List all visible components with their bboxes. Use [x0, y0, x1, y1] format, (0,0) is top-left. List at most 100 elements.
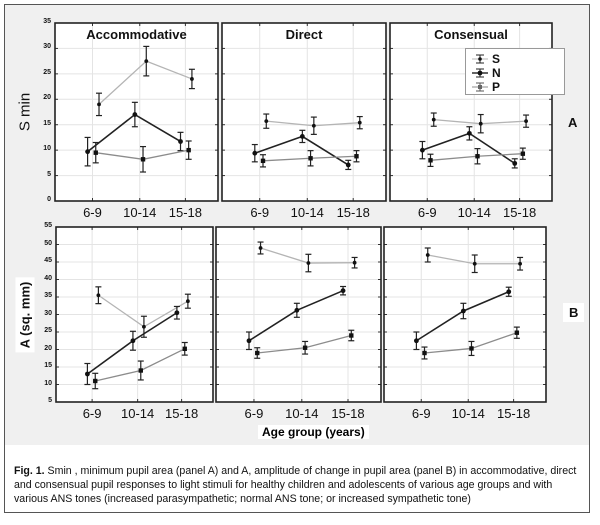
x-tick-label: 6-9 — [82, 406, 102, 421]
plot-border — [383, 226, 547, 403]
caption-label: Fig. 1. — [14, 465, 45, 477]
data-point-n — [414, 338, 419, 344]
x-tick-label: 10-14 — [451, 406, 485, 421]
panel-letter-a: A — [568, 115, 578, 130]
y-tick-label: 50 — [44, 239, 52, 247]
data-point-s — [357, 120, 362, 125]
data-point-n — [174, 310, 180, 316]
y-tick-label: 35 — [44, 292, 52, 299]
data-point-n — [85, 371, 90, 377]
y-tick-label: 15 — [44, 362, 52, 369]
plot-border — [54, 22, 219, 202]
data-point-p — [422, 350, 427, 356]
data-point-s — [190, 77, 194, 81]
data-point-p — [182, 346, 187, 351]
x-axis-title: Age group (years) — [258, 425, 369, 439]
data-point-n — [299, 134, 305, 139]
data-point-n — [178, 139, 183, 144]
y-tick-label: 10 — [43, 145, 51, 153]
y-tick-label: 25 — [43, 68, 51, 76]
data-point-n — [506, 289, 512, 295]
data-point-s — [97, 102, 101, 107]
data-point-p — [186, 147, 191, 153]
data-point-p — [260, 158, 266, 164]
data-point-p — [520, 151, 526, 156]
y-tick-label: 35 — [43, 18, 51, 25]
y-tick-label: 45 — [44, 257, 52, 264]
panel-title-accommodative: Accommodative — [86, 27, 187, 42]
x-tick-label: 15-18 — [331, 406, 365, 421]
data-point-n — [252, 150, 258, 156]
data-point-n — [466, 130, 472, 136]
data-point-s — [264, 119, 269, 124]
data-point-p — [308, 156, 313, 161]
x-tick-label: 15-18 — [502, 205, 537, 220]
data-point-n — [294, 307, 300, 313]
y-tick-label: 40 — [44, 274, 52, 282]
legend-marker-n — [472, 68, 488, 78]
y-tick-label: 20 — [43, 94, 51, 102]
plot-border — [55, 226, 214, 403]
caption-text: Smin , minimum pupil area (panel A) and … — [14, 465, 577, 505]
y-tick-label: 30 — [43, 43, 51, 51]
data-point-p — [475, 154, 480, 159]
data-point-p — [138, 368, 143, 373]
legend-marker-p — [472, 82, 488, 92]
y-tick-label: 5 — [47, 170, 51, 178]
data-point-n — [420, 147, 425, 153]
data-point-p — [93, 378, 98, 384]
data-point-n — [340, 288, 346, 294]
plot-border — [221, 22, 387, 202]
panel-title-consensual: Consensual — [434, 27, 508, 42]
legend-label-s: S — [492, 52, 501, 66]
x-tick-label: 10-14 — [457, 205, 491, 220]
y-tick-label: 20 — [44, 344, 52, 352]
y-tick-label: 15 — [43, 119, 51, 127]
legend-label-p: P — [492, 80, 501, 94]
x-tick-label: 10-14 — [285, 406, 319, 421]
data-point-n — [85, 149, 90, 155]
x-tick-label: 15-18 — [164, 406, 199, 421]
x-tick-label: 10-14 — [123, 205, 157, 220]
data-point-s — [478, 121, 483, 126]
x-tick-label: 6-9 — [83, 205, 102, 220]
data-point-p — [255, 350, 260, 356]
x-tick-label: 10-14 — [121, 406, 155, 421]
panel-title-direct: Direct — [285, 27, 323, 42]
data-point-s — [96, 293, 101, 298]
y-tick-label: 0 — [47, 196, 51, 203]
legend: S N P — [465, 48, 565, 95]
data-point-s — [142, 324, 146, 329]
x-tick-label: 10-14 — [290, 205, 324, 220]
data-point-n — [460, 308, 466, 314]
data-point-s — [431, 117, 436, 122]
x-tick-label: 6-9 — [250, 205, 270, 220]
data-point-s — [258, 246, 263, 250]
x-tick-label: 15-18 — [496, 406, 531, 421]
y-tick-label: 5 — [48, 397, 52, 404]
data-point-p — [428, 158, 433, 163]
data-point-n — [345, 162, 351, 168]
legend-label-n: N — [492, 66, 501, 80]
data-point-n — [130, 338, 136, 344]
data-point-p — [302, 345, 308, 350]
y-tick-label: 25 — [44, 327, 52, 334]
data-point-s — [144, 59, 149, 64]
x-tick-label: 15-18 — [336, 205, 370, 220]
data-point-s — [352, 260, 357, 265]
plot-area — [222, 23, 386, 201]
y-tick-label: 55 — [44, 222, 52, 229]
panel-letter-b: B — [563, 303, 585, 322]
plot-border — [389, 22, 553, 202]
legend-markers — [472, 54, 488, 92]
x-tick-label: 6-9 — [417, 205, 437, 220]
data-point-n — [512, 160, 518, 166]
x-tick-label: 15-18 — [168, 205, 203, 220]
y-tick-label: 10 — [44, 379, 52, 387]
data-point-s — [425, 253, 430, 257]
data-point-s — [518, 261, 522, 266]
x-tick-label: 6-9 — [411, 406, 431, 421]
x-tick-label: 6-9 — [244, 406, 264, 421]
data-point-p — [140, 157, 146, 162]
data-point-n — [246, 338, 252, 344]
